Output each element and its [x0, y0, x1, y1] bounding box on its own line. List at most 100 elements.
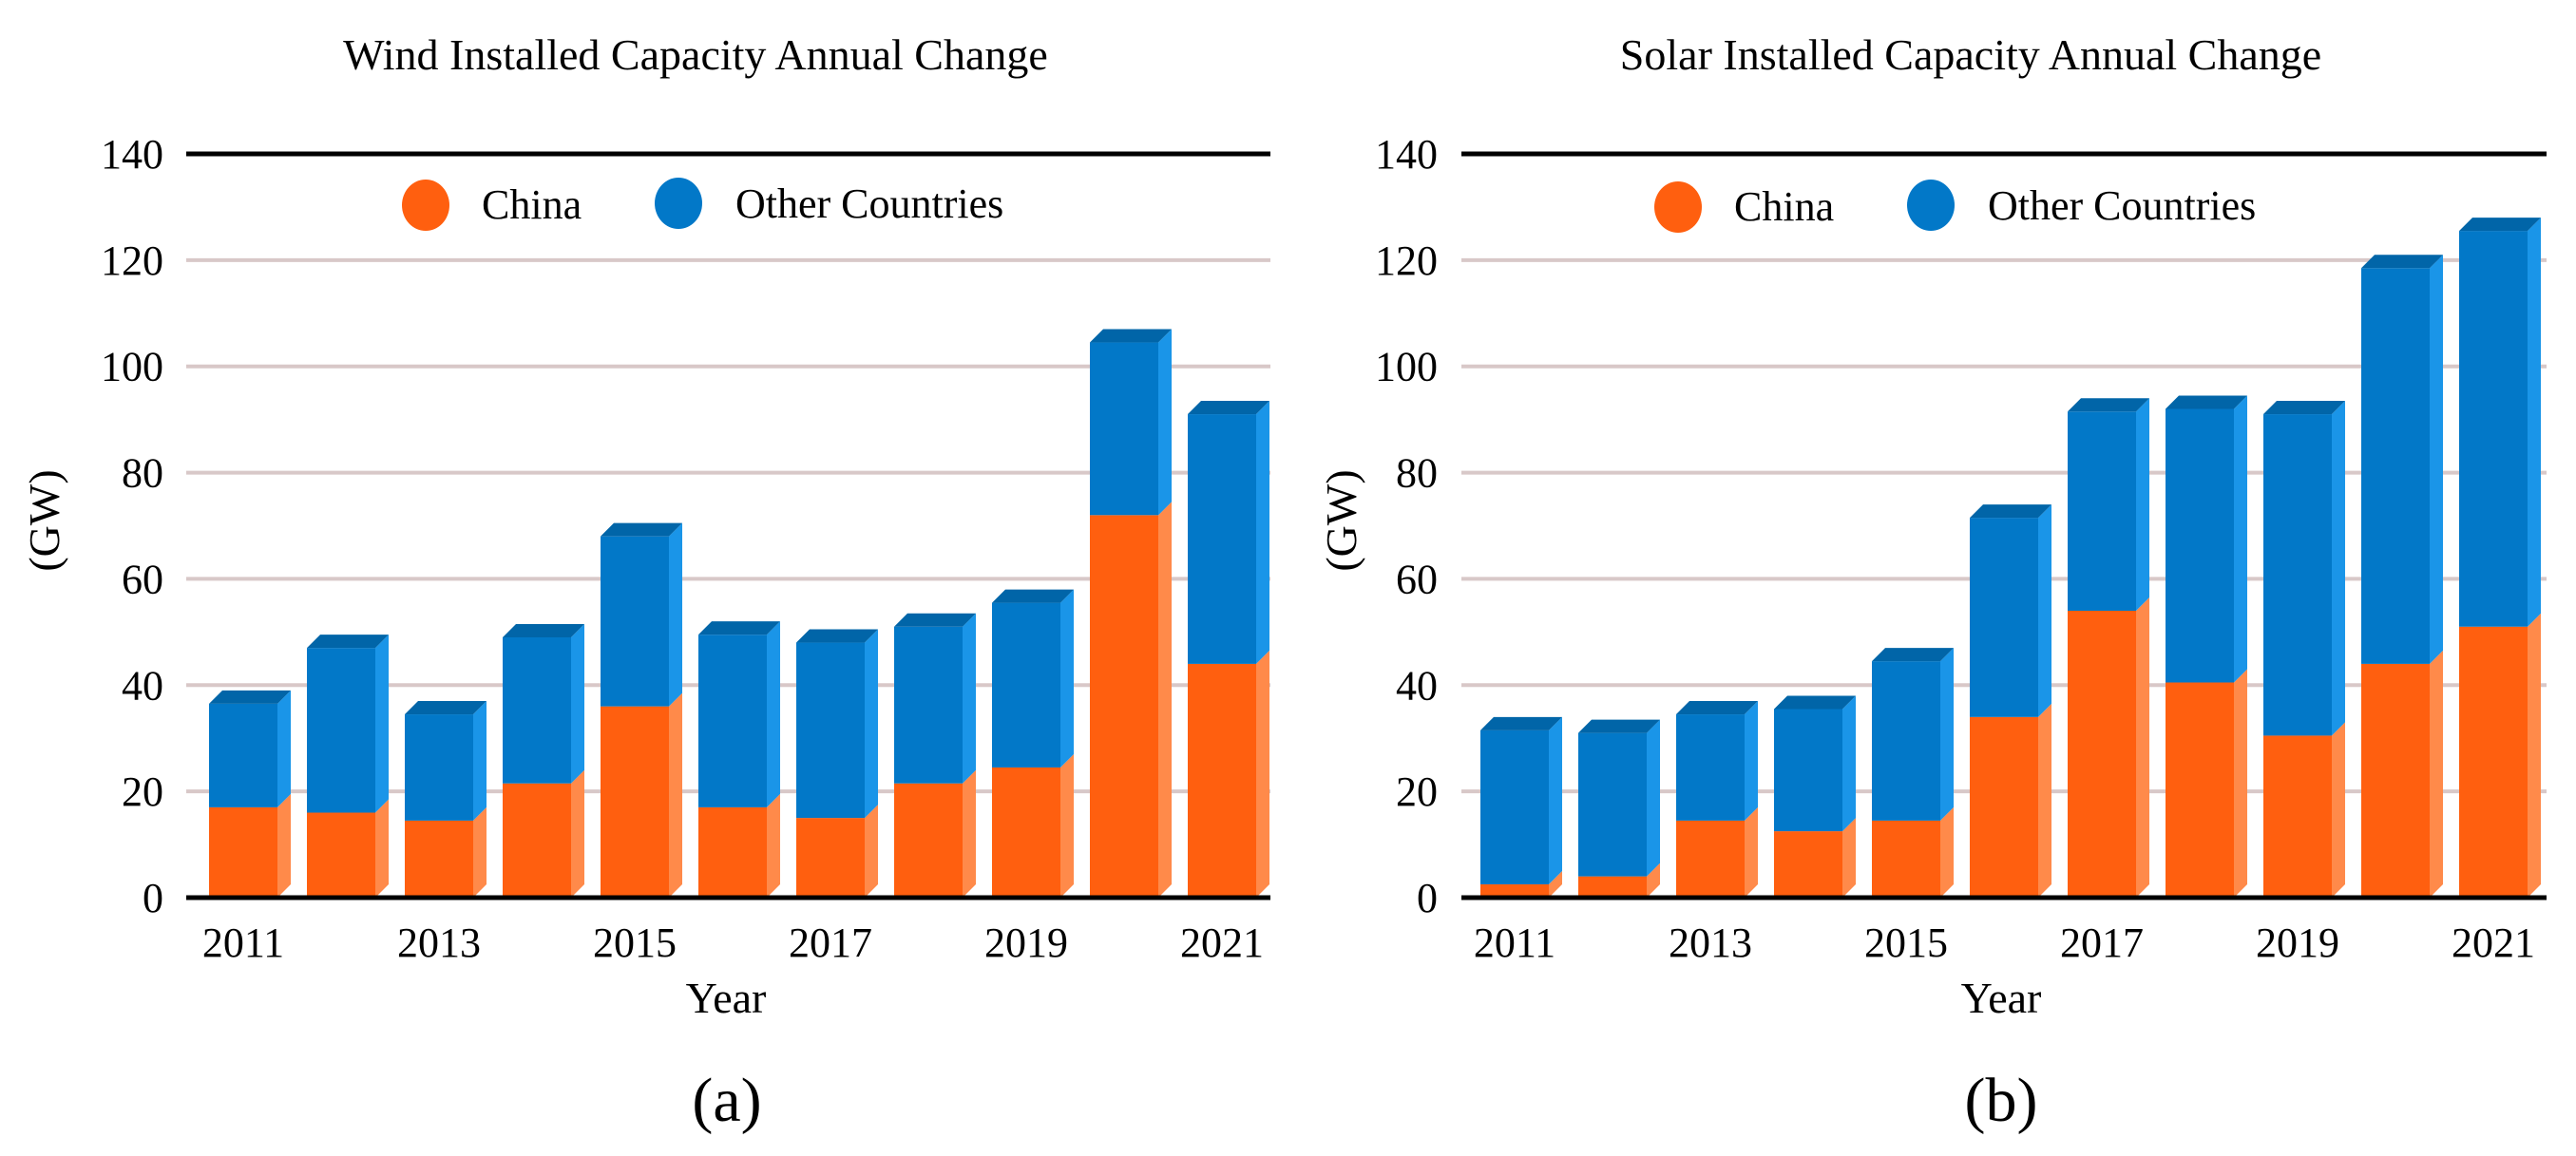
x-tick-labels: 2011 2013 2015 2017 2019 2021: [1474, 919, 2535, 966]
bar-top: [1188, 401, 1269, 415]
y-tick-label: 120: [1375, 237, 1438, 284]
bar-side-other-countries: [963, 613, 976, 784]
y-tick-label: 20: [1396, 768, 1438, 815]
bar-side-china: [1940, 806, 1954, 898]
bar-side-other-countries: [1549, 716, 1562, 885]
bar-side-other-countries: [2136, 398, 2149, 611]
bar-china: [601, 706, 669, 898]
bar-group-2014: [1774, 695, 1856, 898]
bar-top: [1090, 329, 1172, 343]
bar-side-other-countries: [375, 635, 389, 813]
bar-top: [2263, 401, 2345, 415]
bar-top: [2459, 218, 2541, 232]
y-tick-label: 100: [1375, 344, 1438, 390]
bar-side-china: [669, 692, 682, 898]
bar-side-china: [473, 806, 487, 898]
legend-swatch-other-countries: [1907, 180, 1955, 231]
bar-china: [503, 783, 571, 898]
y-tick-labels: 0 20 40 60 80 100 120 140: [1375, 131, 1438, 921]
x-tick-label: 2011: [1474, 919, 1555, 966]
bar-group-2017: [796, 629, 878, 898]
bar-side-other-countries: [473, 701, 487, 821]
y-tick-label: 40: [122, 662, 163, 709]
bars: [1480, 218, 2541, 898]
bar-other-countries: [1872, 661, 1940, 821]
y-tick-label: 60: [1396, 556, 1438, 602]
x-tick-labels: 2011 2013 2015 2017 2019 2021: [202, 919, 1264, 966]
bar-china: [209, 806, 277, 898]
y-tick-label: 80: [122, 450, 163, 497]
bar-side-other-countries: [1158, 329, 1172, 516]
y-tick-labels: 0 20 40 60 80 100 120 140: [101, 131, 163, 921]
x-tick-label: 2011: [202, 919, 284, 966]
y-tick-label: 0: [143, 875, 163, 921]
x-tick-label: 2013: [1669, 919, 1752, 966]
bar-side-china: [571, 769, 584, 898]
bar-side-china: [1060, 753, 1074, 898]
bar-china: [1090, 515, 1158, 898]
chart-title: Solar Installed Capacity Annual Change: [1620, 30, 2321, 79]
y-tick-label: 60: [122, 556, 163, 602]
bar-side-other-countries: [2332, 401, 2345, 736]
bar-top: [2361, 255, 2443, 269]
bar-group-2018: [894, 613, 976, 898]
bar-top: [503, 623, 584, 637]
y-tick-label: 120: [101, 237, 163, 284]
bar-side-china: [1256, 650, 1269, 898]
y-tick-label: 140: [1375, 131, 1438, 178]
bar-other-countries: [503, 636, 571, 784]
bar-other-countries: [2166, 408, 2234, 683]
bar-side-china: [1745, 806, 1758, 898]
x-axis-label: Year: [686, 974, 767, 1022]
bar-top: [307, 635, 389, 649]
bar-other-countries: [209, 703, 277, 807]
bar-china: [2459, 626, 2528, 898]
bar-side-china: [1842, 818, 1856, 898]
bar-china: [894, 783, 963, 898]
x-tick-label: 2013: [397, 919, 481, 966]
bar-top: [1480, 716, 1562, 730]
bar-side-other-countries: [669, 522, 682, 707]
bar-china: [2068, 610, 2136, 898]
bar-group-2019: [2263, 401, 2345, 898]
bar-china: [992, 767, 1060, 898]
legend-label-other-countries: Other Countries: [735, 180, 1003, 227]
bar-top: [698, 621, 780, 635]
bar-side-other-countries: [2234, 395, 2247, 683]
bars: [209, 329, 1269, 898]
bar-group-2021: [2459, 218, 2541, 898]
bar-top: [405, 701, 487, 715]
bar-top: [209, 690, 291, 704]
bar-other-countries: [405, 714, 473, 821]
legend: China Other Countries: [1654, 180, 2256, 233]
legend-swatch-china: [402, 180, 449, 231]
bar-group-2017: [2068, 398, 2149, 898]
legend-swatch-other-countries: [655, 178, 702, 229]
legend-swatch-china: [1654, 181, 1702, 233]
bar-china: [1480, 884, 1549, 898]
figure-caption: (b): [1965, 1066, 2038, 1135]
bar-side-china: [2528, 613, 2541, 898]
bar-other-countries: [1676, 714, 1745, 821]
bar-other-countries: [992, 602, 1060, 768]
bar-side-other-countries: [1745, 701, 1758, 821]
bar-china: [405, 820, 473, 898]
bar-other-countries: [2361, 268, 2430, 664]
bar-group-2012: [1578, 719, 1660, 898]
x-tick-label: 2017: [789, 919, 872, 966]
bar-china: [1188, 663, 1256, 898]
bar-china: [2263, 735, 2332, 898]
bar-group-2021: [1188, 401, 1269, 898]
y-axis-label: (GW): [20, 469, 68, 571]
bar-china: [796, 818, 865, 898]
bar-side-china: [865, 805, 878, 898]
axes: [1461, 151, 2547, 900]
solar-chart: Solar Installed Capacity Annual Change 0…: [1317, 30, 2547, 1135]
bar-china: [698, 806, 767, 898]
figure-caption: (a): [692, 1066, 761, 1135]
bar-top: [2166, 395, 2247, 409]
bar-side-china: [2332, 722, 2345, 898]
bar-side-china: [767, 793, 780, 898]
y-tick-label: 140: [101, 131, 163, 178]
